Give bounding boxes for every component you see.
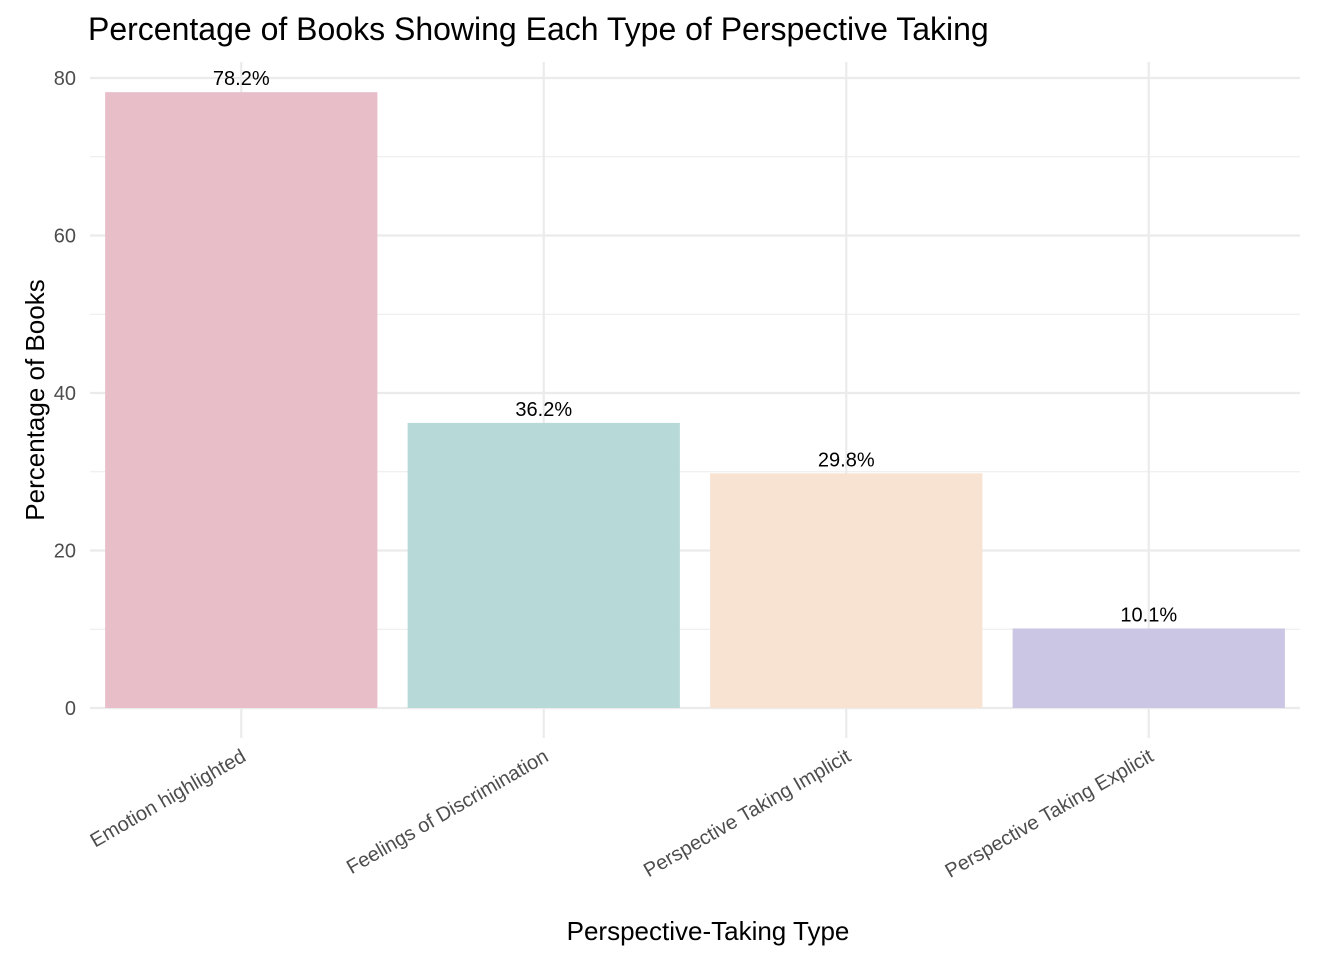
data-label: 10.1% (1120, 604, 1177, 626)
x-tick-label: Perspective Taking Implicit (640, 745, 855, 882)
data-label-layer: 78.2% 36.2% 29.8% 10.1% (213, 68, 1177, 626)
y-tick-label: 40 (54, 383, 76, 405)
bar-layer (105, 92, 1285, 709)
bar (407, 422, 680, 708)
y-tick-label: 0 (65, 698, 76, 720)
x-axis-title: Perspective-Taking Type (567, 916, 850, 946)
x-tick-label: Emotion highlighted (87, 745, 250, 852)
x-axis-ticks: Emotion highlighted Feelings of Discrimin… (87, 745, 1158, 882)
data-label: 78.2% (213, 68, 270, 90)
x-tick-label: Perspective Taking Explicit (942, 745, 1158, 882)
y-tick-label: 80 (54, 68, 76, 90)
chart-title: Percentage of Books Showing Each Type of… (88, 11, 989, 47)
data-label: 36.2% (515, 399, 572, 421)
y-tick-label: 20 (54, 541, 76, 563)
bar (105, 92, 378, 709)
bar (1012, 628, 1285, 708)
bar (710, 473, 983, 708)
y-axis-title: Percentage of Books (20, 279, 50, 520)
x-tick-label: Feelings of Discrimination (343, 745, 552, 879)
y-axis-ticks: 0 20 40 60 80 (54, 68, 76, 720)
y-tick-label: 60 (54, 226, 76, 248)
data-label: 29.8% (818, 449, 875, 471)
